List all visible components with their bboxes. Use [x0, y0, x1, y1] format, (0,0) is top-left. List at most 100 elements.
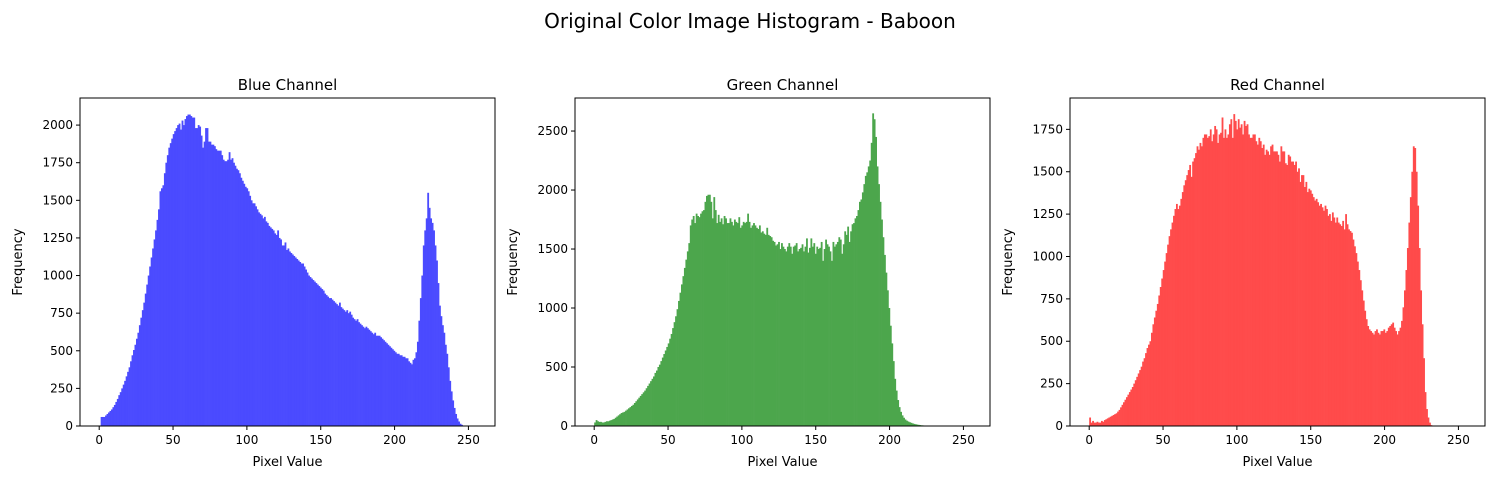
blue-histogram-bar — [172, 134, 175, 427]
green-histogram-bar — [838, 237, 841, 426]
blue-histogram-bar — [353, 319, 356, 426]
red-histogram-bar — [1424, 392, 1427, 426]
green-histogram-bar — [647, 385, 649, 426]
blue-histogram-bar — [263, 216, 266, 426]
blue-histogram-bar — [280, 239, 282, 426]
blue-histogram-bar — [247, 191, 250, 426]
red-histogram-bar — [1164, 261, 1167, 426]
blue-histogram-bar — [265, 221, 268, 426]
blue-histogram-bar — [131, 355, 134, 426]
red-histogram-bar — [1337, 222, 1340, 426]
green-histogram-bar — [676, 309, 679, 426]
green-histogram-bar — [633, 402, 636, 426]
blue-histogram-bar — [256, 209, 259, 426]
blue-histogram-bar — [306, 272, 309, 426]
blue-histogram-bar — [288, 251, 291, 426]
green-histogram-bar — [632, 404, 635, 426]
green-histogram-bar — [654, 372, 657, 426]
red-histogram-bar — [1114, 414, 1117, 426]
green-histogram-bar — [808, 247, 811, 426]
green-histogram-bar — [788, 243, 791, 426]
blue-histogram-bar — [391, 349, 394, 426]
green-histogram-bar — [697, 215, 699, 426]
green-histogram-bar — [626, 409, 629, 426]
blue-histogram-bar — [430, 218, 433, 426]
red-histogram-bar — [1387, 327, 1390, 426]
red-histogram-bar — [1326, 209, 1328, 426]
red-histogram-bar — [1286, 164, 1289, 426]
green-histogram-bar — [828, 246, 830, 426]
blue-histogram-bar — [259, 213, 262, 426]
blue-histogram-bar — [191, 117, 194, 426]
green-histogram-bar — [748, 221, 751, 426]
green-histogram-bar — [744, 223, 747, 426]
green-histogram-bar — [711, 218, 714, 426]
red-histogram-bar — [1142, 361, 1144, 426]
blue-histogram-bar — [287, 248, 290, 426]
red-histogram-bar — [1381, 331, 1384, 426]
blue-histogram-bar — [381, 338, 384, 426]
red-histogram-bar — [1237, 119, 1240, 426]
green-histogram-bar — [886, 290, 889, 426]
blue-histogram-bar — [414, 358, 416, 426]
blue-x-tick-label: 0 — [95, 433, 103, 447]
blue-histogram-bar — [205, 128, 207, 426]
green-histogram-bar — [725, 218, 727, 426]
green-x-tick-label: 100 — [730, 433, 753, 447]
blue-histogram-bar — [281, 245, 284, 426]
green-histogram-bar — [661, 357, 664, 426]
red-histogram-bar — [1345, 214, 1347, 426]
green-histogram-bar — [825, 239, 827, 426]
blue-histogram-bar — [328, 298, 331, 426]
green-x-tick-label: 250 — [952, 433, 975, 447]
red-histogram-bar — [1239, 127, 1242, 426]
blue-histogram-bar — [130, 361, 132, 426]
red-histogram-bar — [1411, 171, 1414, 426]
green-histogram-bar — [691, 219, 694, 426]
red-histogram-bar — [1173, 215, 1175, 426]
green-histogram-bar — [872, 113, 875, 426]
blue-histogram-bar — [334, 302, 337, 426]
green-histogram-bar — [863, 184, 866, 426]
red-histogram-bar — [1228, 124, 1231, 427]
green-histogram-bar — [685, 259, 688, 426]
green-histogram-bar — [678, 300, 680, 426]
red-x-axis-label: Pixel Value — [1243, 455, 1313, 470]
green-histogram-bar — [673, 322, 676, 426]
red-histogram-bar — [1368, 329, 1371, 426]
blue-histogram-bar — [313, 281, 316, 426]
green-histogram-bar — [679, 292, 682, 426]
blue-histogram-bar — [127, 371, 129, 426]
red-histogram-bar — [1276, 151, 1278, 426]
green-histogram-bar — [882, 237, 885, 426]
red-histogram-bar — [1296, 171, 1299, 426]
blue-histogram-bar — [211, 144, 213, 426]
green-histogram-bar — [791, 253, 794, 426]
red-x-tick-label: 200 — [1373, 433, 1396, 447]
red-histogram-bar — [1139, 370, 1142, 426]
red-histogram-bar — [1181, 192, 1184, 426]
red-histogram-bar — [1380, 331, 1383, 426]
blue-histogram-bar — [418, 320, 421, 426]
red-histogram-bar — [1331, 212, 1334, 426]
red-histogram-bar — [1206, 137, 1209, 426]
green-histogram-bar — [772, 240, 775, 426]
red-histogram-bar — [1209, 129, 1212, 427]
red-histogram-bar — [1401, 320, 1403, 426]
red-histogram-bar — [1336, 217, 1339, 426]
green-x-tick-label: 50 — [660, 433, 675, 447]
green-y-tick-label: 0 — [560, 419, 568, 433]
green-histogram-bar — [703, 210, 705, 426]
red-histogram-bar — [1205, 134, 1208, 426]
green-histogram-bar — [867, 166, 870, 426]
red-histogram-bar — [1354, 246, 1356, 426]
green-histogram-bar — [847, 226, 850, 426]
blue-histogram-bar — [152, 248, 154, 426]
red-histogram-bar — [1415, 171, 1418, 426]
green-histogram-bar — [870, 142, 873, 426]
blue-histogram-bar — [184, 119, 187, 426]
blue-histogram-bar — [402, 356, 405, 426]
green-histogram-bar — [630, 405, 633, 426]
blue-histogram-bar — [197, 125, 200, 426]
blue-y-tick-label: 1500 — [42, 193, 73, 207]
